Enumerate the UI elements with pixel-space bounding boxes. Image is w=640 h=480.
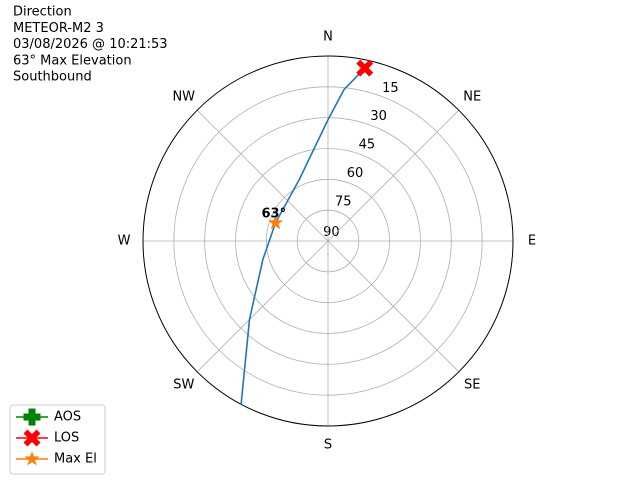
- legend-marker: [24, 451, 40, 466]
- r-tick-label: 60: [347, 166, 364, 181]
- theta-tick-label: W: [118, 234, 131, 249]
- r-tick-label: 15: [382, 81, 399, 96]
- grid-spoke: [196, 240, 329, 373]
- grid-spoke: [327, 240, 460, 373]
- title-line: 63° Max Elevation: [13, 53, 132, 68]
- grid-spoke: [196, 109, 329, 242]
- title-line: Southbound: [13, 70, 92, 85]
- track-line: [240, 62, 370, 405]
- theta-tick-label: SE: [464, 378, 480, 393]
- theta-tick-label: NE: [463, 89, 481, 104]
- marker-x: [356, 59, 374, 77]
- theta-tick-label: SW: [173, 378, 194, 393]
- title-line: 03/08/2026 @ 10:21:53: [13, 37, 168, 52]
- legend-marker: [23, 408, 41, 426]
- legend-marker: [23, 429, 41, 447]
- marker-star: [267, 214, 284, 230]
- legend-label: Max El: [54, 452, 97, 467]
- legend-label: LOS: [54, 431, 79, 446]
- grid-spoke: [327, 109, 460, 242]
- r-tick-label: 30: [370, 109, 387, 124]
- title-line: METEOR-M2 3: [13, 21, 104, 36]
- outer-frame: [142, 55, 514, 427]
- theta-tick-label: E: [528, 234, 536, 249]
- r-tick-label: 75: [335, 195, 352, 210]
- title-line: Direction: [13, 5, 72, 20]
- annotation: 63°: [262, 206, 287, 221]
- r-tick-label: 90: [323, 225, 340, 240]
- legend-label: AOS: [54, 410, 81, 425]
- theta-tick-label: S: [324, 438, 332, 453]
- r-tick-label: 45: [359, 138, 376, 153]
- theta-tick-label: N: [323, 30, 333, 45]
- theta-tick-label: NW: [172, 89, 195, 104]
- legend: AOS LOS Max El: [9, 404, 106, 475]
